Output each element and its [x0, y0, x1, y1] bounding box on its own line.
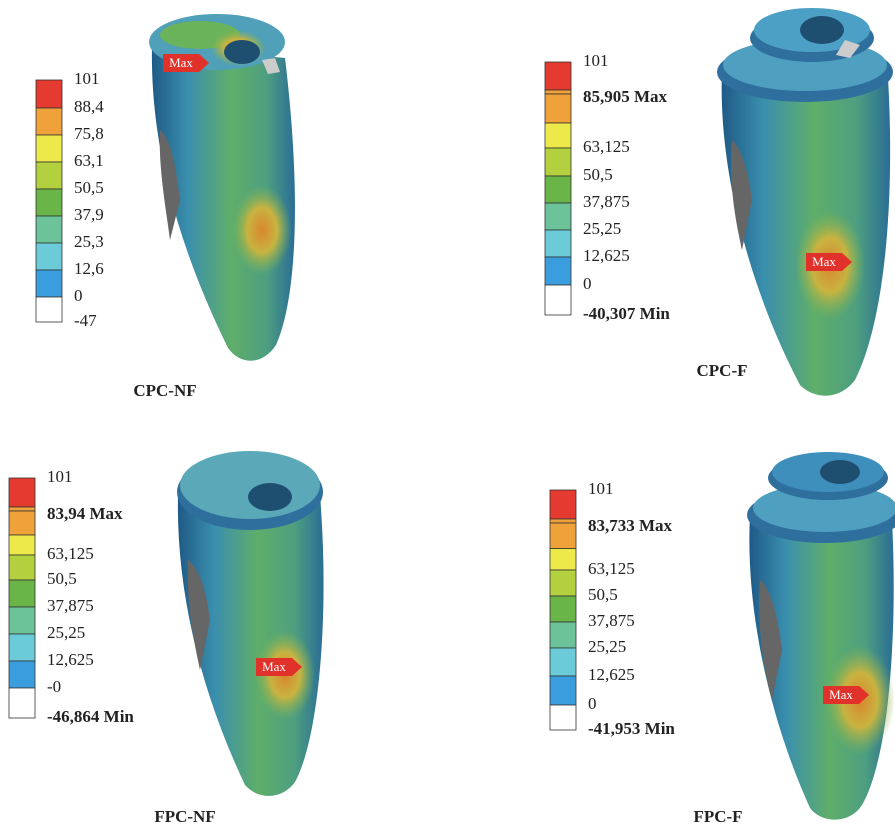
legend-swatch	[549, 518, 577, 524]
legend-swatch	[544, 256, 572, 286]
legend-swatch	[544, 147, 572, 177]
legend-swatch	[544, 229, 572, 258]
caption: CPC-NF	[133, 381, 196, 400]
models	[149, 8, 895, 820]
legend-label: 101	[588, 479, 614, 498]
legend-swatch	[35, 215, 63, 244]
legend-swatch	[544, 61, 572, 91]
legend-label: 50,5	[583, 165, 613, 184]
max-marker	[163, 54, 209, 72]
legend-swatch	[549, 548, 577, 571]
legend-swatch	[544, 93, 572, 124]
legend-swatch	[8, 579, 36, 608]
legend-swatch	[549, 621, 577, 649]
max-marker-label: Max	[262, 659, 286, 674]
legend-swatch	[544, 175, 572, 204]
model-fpc-nf	[177, 451, 324, 796]
panel: 101 83,733 Max 63,125 50,5 37,875 25,25 12,625…	[549, 479, 869, 826]
legend-label: 25,25	[588, 637, 626, 656]
legend-swatch	[544, 202, 572, 231]
legend-label: -46,864 Min	[47, 707, 134, 726]
legend-swatch	[8, 554, 36, 581]
panel: 101 83,94 Max 63,125 50,5 37,875 25,25 12,625 -…	[8, 467, 302, 826]
legend-label: 50,5	[588, 585, 618, 604]
max-marker	[823, 686, 869, 704]
legend-label: 101	[74, 69, 100, 88]
legend-label: 12,625	[47, 650, 94, 669]
legend-label: 37,875	[47, 596, 94, 615]
legend-swatch	[8, 606, 36, 635]
max-marker-label: Max	[169, 55, 193, 70]
panel: 101 88,4 75,8 63,1 50,5 37,9 25,3 12,6 0 -47 CPC-N…	[35, 54, 209, 400]
legend-swatch	[549, 569, 577, 597]
legend-label: 25,25	[583, 219, 621, 238]
legend-swatch	[35, 79, 63, 109]
legend-label: 25,25	[47, 623, 85, 642]
legend-label: 83,733 Max	[588, 516, 673, 535]
max-marker	[256, 658, 302, 676]
legend-label: 25,3	[74, 232, 104, 251]
legend-label: 50,5	[74, 178, 104, 197]
caption: CPC-F	[697, 361, 748, 380]
legend-label: -41,953 Min	[588, 719, 675, 738]
legend-swatch	[8, 687, 36, 719]
legend-label: 12,6	[74, 259, 104, 278]
legend-label: 63,1	[74, 151, 104, 170]
legend-label: 101	[583, 51, 609, 70]
max-marker-label: Max	[812, 254, 836, 269]
legend-label: 0	[588, 694, 597, 713]
legend-label: 12,625	[588, 665, 635, 684]
legend-label: -0	[47, 677, 61, 696]
legend-swatch	[35, 296, 63, 323]
legend-label: 63,125	[47, 544, 94, 563]
legend-swatch	[544, 284, 572, 316]
legend-swatch	[8, 660, 36, 689]
legend-swatch	[8, 633, 36, 662]
legend-swatch	[8, 534, 36, 556]
legend-label: 50,5	[47, 569, 77, 588]
legend-label: 37,9	[74, 205, 104, 224]
legend-label: 75,8	[74, 124, 104, 143]
legend-swatch	[35, 134, 63, 163]
max-marker-label: Max	[829, 687, 853, 702]
legend-label: 101	[47, 467, 73, 486]
legend-label: 37,875	[583, 192, 630, 211]
legend-label: 88,4	[74, 97, 104, 116]
legend-swatch	[8, 506, 36, 512]
legend-label: 0	[74, 286, 83, 305]
legend-swatch	[8, 510, 36, 536]
model-cpc-f	[717, 8, 893, 396]
legend-swatch	[35, 242, 63, 271]
max-marker	[806, 253, 852, 271]
caption: FPC-NF	[154, 807, 215, 826]
legend-swatch	[35, 188, 63, 217]
legend-label: 63,125	[588, 559, 635, 578]
legend-label: 0	[583, 274, 592, 293]
caption: FPC-F	[693, 807, 742, 826]
legend-swatch	[35, 107, 63, 136]
legend-swatch	[35, 161, 63, 190]
legend-swatch	[544, 89, 572, 95]
legend-swatch	[549, 675, 577, 706]
legend-label: 85,905 Max	[583, 87, 668, 106]
legend-swatch	[35, 269, 63, 298]
legend-label: 37,875	[588, 611, 635, 630]
legend-swatch	[8, 477, 36, 508]
panel: 101 85,905 Max 63,125 50,5 37,875 25,25 12,625…	[544, 51, 852, 380]
legend-label: -40,307 Min	[583, 304, 670, 323]
legend-label: 12,625	[583, 246, 630, 265]
legend-label: 63,125	[583, 137, 630, 156]
legend-swatch	[549, 595, 577, 623]
legend-swatch	[549, 704, 577, 731]
legend-swatch	[549, 489, 577, 520]
legend-swatch	[544, 122, 572, 149]
legend-label: -47	[74, 311, 97, 330]
legend-label: 83,94 Max	[47, 504, 123, 523]
legend-swatch	[549, 522, 577, 549]
legend-swatch	[549, 647, 577, 677]
model-fpc-f	[747, 452, 895, 820]
